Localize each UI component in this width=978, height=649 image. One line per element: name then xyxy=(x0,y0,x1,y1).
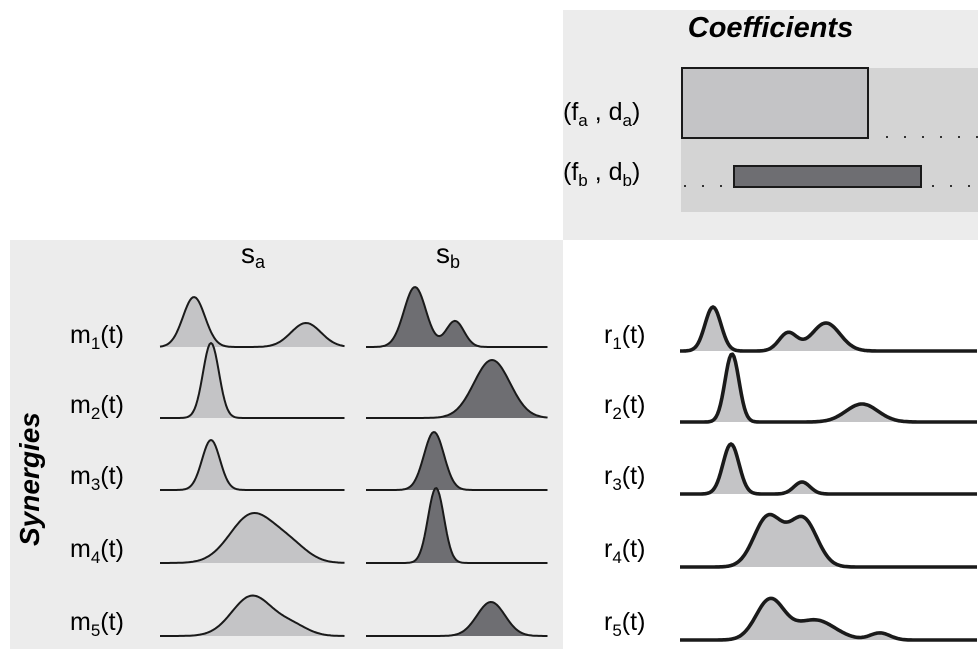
muscle-label-2: m2(t) xyxy=(70,391,124,423)
coefficient-label-b: (fb , db) xyxy=(563,158,641,190)
synergy-a-curve-4-line xyxy=(160,512,345,564)
reconstruction-label-2: r2(t) xyxy=(604,391,646,423)
synergy-a-curve-4-area xyxy=(160,513,345,563)
synergy-a-curve-3-line xyxy=(160,439,345,491)
synergy-b-curve-2-area xyxy=(366,360,548,418)
synergy-b-curve-1-area xyxy=(366,287,548,347)
synergy-b-curve-3-line xyxy=(366,431,548,491)
synergy-b-curve-5-area xyxy=(366,602,548,636)
synergy-b-curve-2-line xyxy=(366,359,548,419)
reconstruction-curve-5-line xyxy=(679,596,978,642)
synergy-a-curve-2-line xyxy=(160,342,345,419)
synergy-column-a-label: sa xyxy=(241,238,266,272)
synergy-a-curve-2-area xyxy=(160,343,345,418)
synergy-b-curve-5-line xyxy=(366,601,548,637)
reconstruction-curve-1-line xyxy=(679,305,978,353)
reconstruction-label-4b: r5(t) xyxy=(604,608,646,640)
coefficients-title: Coefficients xyxy=(687,12,854,44)
muscle-label-4: m4(t) xyxy=(70,535,124,567)
coefficient-bar-b xyxy=(733,165,922,188)
synergy-column-b-label: sb xyxy=(436,238,461,272)
reconstruction-curve-4-line xyxy=(679,512,978,569)
muscle-label-3: m3(t) xyxy=(70,462,124,494)
reconstruction-label-3: r3(t) xyxy=(604,462,646,494)
coefficient-bar-a xyxy=(681,67,869,139)
synergies-panel xyxy=(10,240,563,649)
reconstruction-curve-4-area xyxy=(680,514,978,567)
synergy-a-curve-1-area xyxy=(160,297,345,347)
reconstruction-label-4: r4(t) xyxy=(604,535,646,567)
reconstruction-curve-2-line xyxy=(679,352,978,424)
coefficient-label-a: (fa , da) xyxy=(563,98,641,130)
synergy-a-curve-5-area xyxy=(160,595,345,636)
reconstruction-curve-1-area xyxy=(680,307,978,351)
reconstruction-curve-5-area xyxy=(680,598,978,640)
synergy-a-curve-3-area xyxy=(160,440,345,490)
synergy-a-curve-1-line xyxy=(159,296,345,348)
muscle-label-5: m5(t) xyxy=(70,608,124,640)
synergies-title: Synergies xyxy=(14,412,45,546)
synergy-b-curve-4-line xyxy=(366,487,548,564)
synergy-b-curve-1-line xyxy=(366,286,548,348)
muscle-label-1: m1(t) xyxy=(70,321,124,353)
synergy-a-curve-5-line xyxy=(160,594,345,637)
reconstruction-curve-3-line xyxy=(679,442,978,496)
reconstruction-label-1: r1(t) xyxy=(604,321,646,353)
